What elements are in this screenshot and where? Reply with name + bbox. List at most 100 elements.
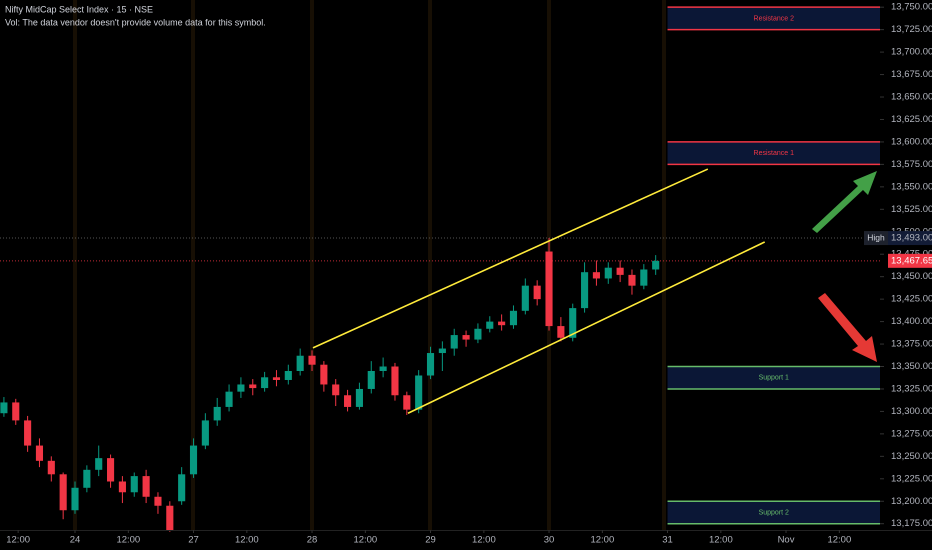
x-tick-label: 28 [307, 535, 318, 546]
candle-body [320, 364, 328, 385]
y-tick-label: 13,425.00 [891, 294, 932, 305]
candle-body [628, 274, 636, 286]
y-tick-label: 13,325.00 [891, 383, 932, 394]
candle-body [261, 377, 269, 389]
candle-body [95, 458, 103, 470]
separator [73, 0, 77, 530]
y-tick-label: 13,525.00 [891, 204, 932, 215]
x-tick-label: 31 [662, 535, 673, 546]
candle-body [474, 328, 482, 340]
candle-body [142, 476, 150, 497]
x-tick-label: 12:00 [6, 535, 30, 546]
high-value: 13,493.00 [891, 233, 932, 244]
candle-body [178, 474, 186, 502]
y-tick-label: 13,400.00 [891, 316, 932, 327]
candle-body [557, 326, 565, 338]
candle-body [462, 335, 470, 340]
trendline [407, 241, 766, 414]
zone [667, 366, 880, 389]
candle-body [379, 366, 387, 371]
candle-body [154, 496, 162, 506]
arrows [812, 171, 877, 362]
separator [662, 0, 666, 530]
candle-body [107, 458, 115, 482]
candle-body [604, 267, 612, 279]
plot: Resistance 2 Resistance 1 Support 1 Support… [0, 6, 880, 532]
y-tick-label: 13,575.00 [891, 159, 932, 170]
zone [667, 141, 880, 165]
candle-body [83, 469, 91, 488]
y-tick-label: 13,225.00 [891, 473, 932, 484]
candle-body [130, 476, 138, 493]
candle-body [509, 310, 518, 326]
candle-body [652, 260, 660, 270]
separator [191, 0, 195, 530]
y-tick-label: 13,450.00 [891, 271, 932, 282]
y-tick-label: 13,675.00 [891, 69, 932, 80]
x-tick-label: 12:00 [709, 535, 733, 546]
zone [667, 501, 880, 524]
candle-body [438, 348, 446, 354]
y-tick-label: 13,750.00 [891, 2, 932, 13]
candle-body [616, 267, 624, 275]
zone-label: Support 2 [759, 509, 789, 516]
x-tick-label: 12:00 [353, 535, 377, 546]
y-tick-label: 13,200.00 [891, 496, 932, 507]
high-value-box [888, 231, 932, 246]
candle-body [391, 366, 399, 396]
candle-body [71, 487, 79, 511]
candle-body [640, 269, 648, 286]
y-tick-label: 13,250.00 [891, 451, 932, 462]
candle-body [403, 395, 411, 410]
candle-body [355, 388, 363, 407]
candle-body [486, 321, 494, 329]
y-tick-label: 13,600.00 [891, 136, 932, 147]
candle-body [426, 353, 435, 376]
candle-body [581, 272, 589, 309]
high-tag-box [864, 231, 888, 246]
candle-body [0, 402, 8, 414]
y-tick-label: 13,275.00 [891, 428, 932, 439]
candle-body [24, 420, 32, 446]
candle-body [166, 505, 174, 530]
candle-body [545, 251, 553, 327]
candle-body [213, 406, 221, 421]
zone [667, 7, 880, 30]
candle-body [284, 371, 292, 380]
separator [428, 0, 432, 530]
chart-subtitle: Vol: The data vendor doesn't provide vol… [5, 17, 266, 27]
x-tick-label: 24 [70, 535, 81, 546]
x-tick-label: 12:00 [472, 535, 496, 546]
candle-body [237, 384, 245, 392]
y-tick-label: 13,550.00 [891, 181, 932, 192]
last-price-value: 13,467.65 [891, 255, 932, 266]
candle-body [592, 272, 600, 279]
trendline [312, 168, 709, 349]
x-tick-label: 12:00 [116, 535, 140, 546]
y-tick-label: 13,175.00 [891, 518, 932, 529]
x-tick-label: 12:00 [827, 535, 851, 546]
x-tick-label: 29 [425, 535, 436, 546]
x-tick-label: Nov [778, 535, 795, 546]
candle-body [118, 481, 126, 493]
candle-body [189, 445, 198, 475]
candle-body [415, 375, 423, 410]
y-tick-label: 13,725.00 [891, 24, 932, 35]
candle-body [225, 391, 233, 407]
y-tick-label: 13,650.00 [891, 92, 932, 103]
y-tick-label: 13,375.00 [891, 339, 932, 350]
y-tick-label: 13,700.00 [891, 47, 932, 58]
down-arrow [818, 293, 877, 362]
zone-label: Resistance 1 [754, 150, 795, 157]
candle-body [344, 395, 352, 407]
candle-body [249, 384, 257, 389]
candle-body [533, 285, 541, 300]
candle-body [12, 402, 20, 421]
candle-body [59, 474, 67, 511]
y-tick-label: 13,300.00 [891, 406, 932, 417]
x-tick-label: 12:00 [235, 535, 259, 546]
x-tick-label: 30 [544, 535, 555, 546]
high-tag: High [867, 232, 885, 242]
